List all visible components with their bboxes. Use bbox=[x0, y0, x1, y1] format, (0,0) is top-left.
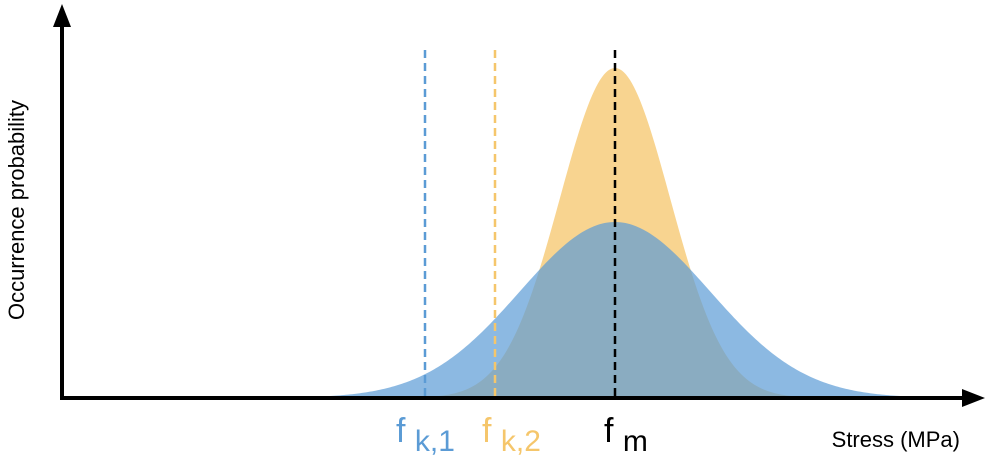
fk1-label-sub: k,1 bbox=[415, 425, 455, 458]
fk2-label-main: f bbox=[482, 412, 492, 450]
y-axis-label: Occurrence probability bbox=[4, 100, 29, 320]
fk1-label: f k,1 bbox=[396, 412, 455, 458]
x-axis-arrowhead bbox=[962, 389, 985, 407]
fk2-label: f k,2 bbox=[482, 412, 541, 458]
fk2-label-sub: k,2 bbox=[501, 425, 541, 458]
fm-label: f m bbox=[604, 412, 648, 458]
fk1-label-main: f bbox=[396, 412, 406, 450]
x-axis-label: Stress (MPa) bbox=[832, 427, 960, 452]
fm-label-sub: m bbox=[623, 425, 648, 458]
fm-label-main: f bbox=[604, 412, 614, 450]
y-axis-arrowhead bbox=[53, 4, 71, 27]
